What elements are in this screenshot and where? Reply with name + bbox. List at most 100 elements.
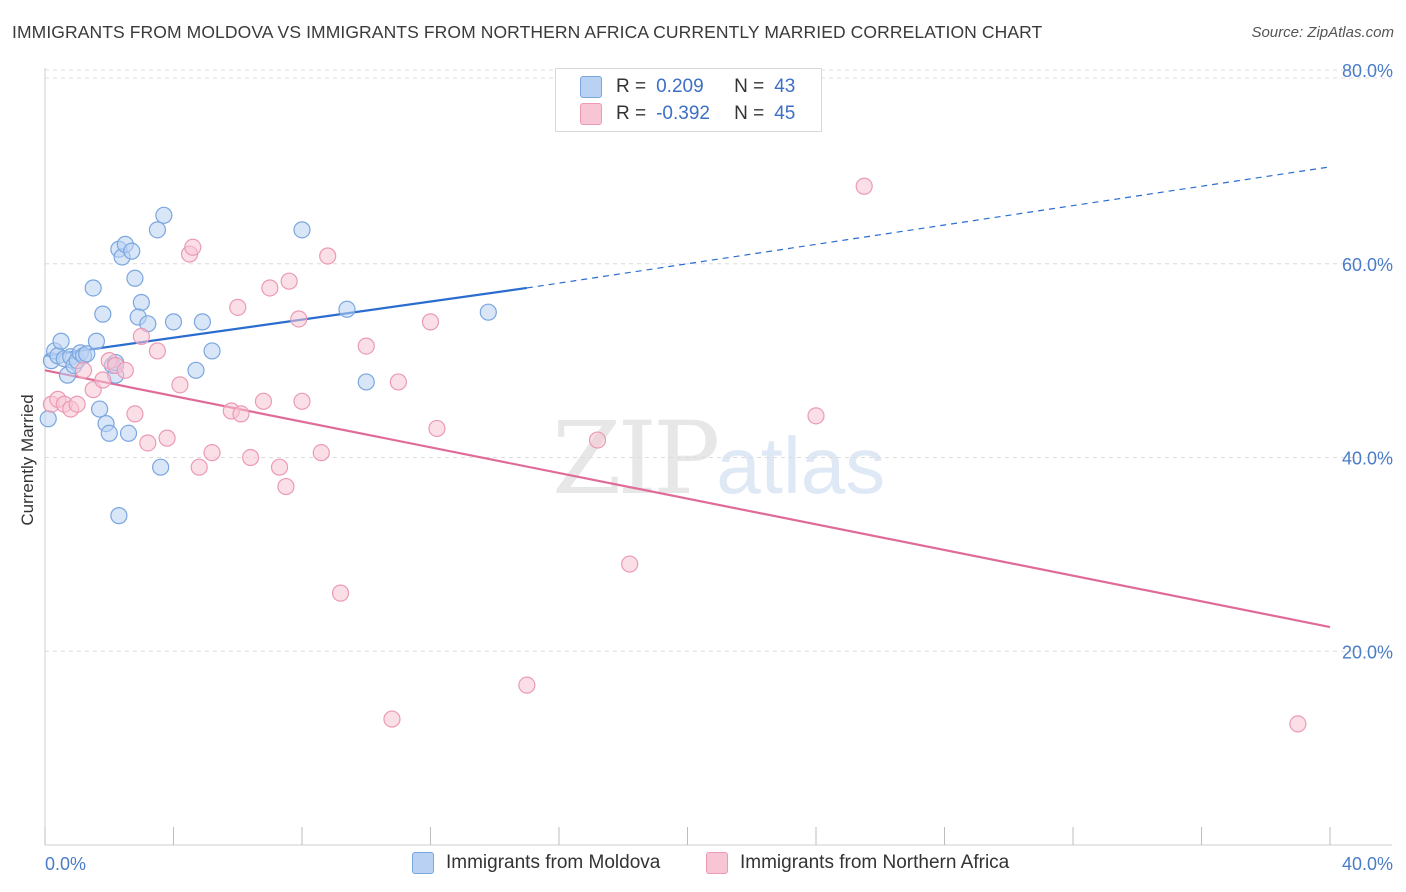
moldova-point [126,269,144,287]
moldova-point [123,242,141,260]
nafrica-point [270,458,289,476]
tick-labels: 20.0% 40.0% 60.0% 80.0% 0.0% 40.0% [45,61,1393,874]
moldova-swatch [580,76,602,98]
source-label: Source: ZipAtlas.com [1251,24,1394,41]
moldova-point [155,206,173,224]
moldova-point [100,424,118,442]
nafrica-point [229,298,247,316]
nafrica-point [242,448,260,467]
nafrica-point [518,676,536,694]
nafrica-point [116,361,134,379]
nafrica-point [190,458,208,476]
moldova-point [338,300,356,318]
watermark-zip: ZIP [552,400,720,517]
nafrica-point [132,327,150,346]
moldova-point [293,221,311,239]
nafrica-point [1289,715,1307,733]
nafrica-point [126,405,144,423]
moldova-point [479,303,497,321]
legend-r-value: -0.392 [656,103,710,124]
nafrica-point [280,272,298,290]
nafrica-point [171,376,189,394]
legend-row-nafrica: R = -0.392 N = 45 [580,101,795,127]
nafrica-point [203,444,221,462]
moldova-point [84,279,102,297]
nafrica-point [331,584,350,602]
moldova-point [87,332,106,350]
nafrica-swatch [580,103,602,125]
moldova-trend-extension [526,166,1331,289]
nafrica-point [148,342,167,360]
moldova-point [110,507,128,525]
bottom-legend-label: Immigrants from Northern Africa [740,852,1010,873]
moldova-point [132,293,150,312]
legend-n-label: N = [734,103,765,124]
y-tick-label: 20.0% [1342,642,1393,662]
legend-n-value: 45 [774,103,796,124]
moldova-point [52,332,70,350]
bottom-legend-label: Immigrants from Moldova [446,852,661,873]
nafrica-point [184,238,202,256]
nafrica-point [807,407,825,425]
nafrica-point [588,431,607,449]
nafrica-point [319,247,337,265]
x-tick-label: 0.0% [45,854,86,874]
moldova-point [39,410,57,428]
legend-r-value: 0.209 [656,76,704,97]
bottom-legend-nafrica: Immigrants from Northern Africa [706,852,1009,874]
axes [44,68,1392,846]
moldova-point [357,373,375,391]
moldova-point [187,361,205,379]
moldova-swatch [412,852,434,874]
moldova-point [148,221,167,239]
nafrica-trend-line [44,369,1331,629]
watermark: ZIPatlas [552,400,885,517]
nafrica-point [293,392,311,410]
nafrica-point [855,177,873,195]
moldova-point [91,400,109,418]
nafrica-point [421,313,440,331]
x-tick-label: 40.0% [1342,854,1393,874]
moldova-point [119,424,138,442]
y-tick-label: 40.0% [1342,449,1393,469]
data-points [39,177,1307,733]
nafrica-point [277,477,295,496]
legend-r-label: R = [616,103,647,124]
y-axis-label: Currently Married [18,394,37,525]
moldova-point [94,305,112,323]
moldova-point [203,342,221,360]
y-tick-label: 80.0% [1342,61,1393,81]
bottom-legend-moldova: Immigrants from Moldova [412,852,660,874]
nafrica-point [254,392,273,410]
moldova-trend-line [44,286,528,357]
legend-r-label: R = [616,76,647,97]
nafrica-point [290,310,308,328]
nafrica-point [158,429,176,447]
chart-title: IMMIGRANTS FROM MOLDOVA VS IMMIGRANTS FR… [12,22,1043,42]
nafrica-swatch [706,852,728,874]
nafrica-point [621,555,639,573]
y-tick-label: 60.0% [1342,255,1393,275]
nafrica-point [139,434,157,452]
watermark-atlas: atlas [716,421,886,510]
correlation-legend: R = 0.209 N = 43 R = -0.392 N = 45 [555,68,822,132]
moldova-point [193,313,212,331]
nafrica-point [389,373,407,391]
nafrica-point [68,395,86,413]
nafrica-point [261,279,279,297]
nafrica-point [232,405,250,423]
trend-lines [44,166,1331,629]
nafrica-point [312,444,330,462]
moldova-point [164,313,183,331]
legend-n-label: N = [734,76,765,97]
moldova-point [78,345,96,363]
nafrica-point [94,371,112,389]
nafrica-point [383,710,401,728]
legend-n-value: 43 [774,76,796,97]
legend-row-moldova: R = 0.209 N = 43 [580,74,795,100]
nafrica-point [357,337,375,355]
nafrica-point [428,419,446,438]
nafrica-point [74,361,93,379]
grid-lines [45,69,1392,652]
